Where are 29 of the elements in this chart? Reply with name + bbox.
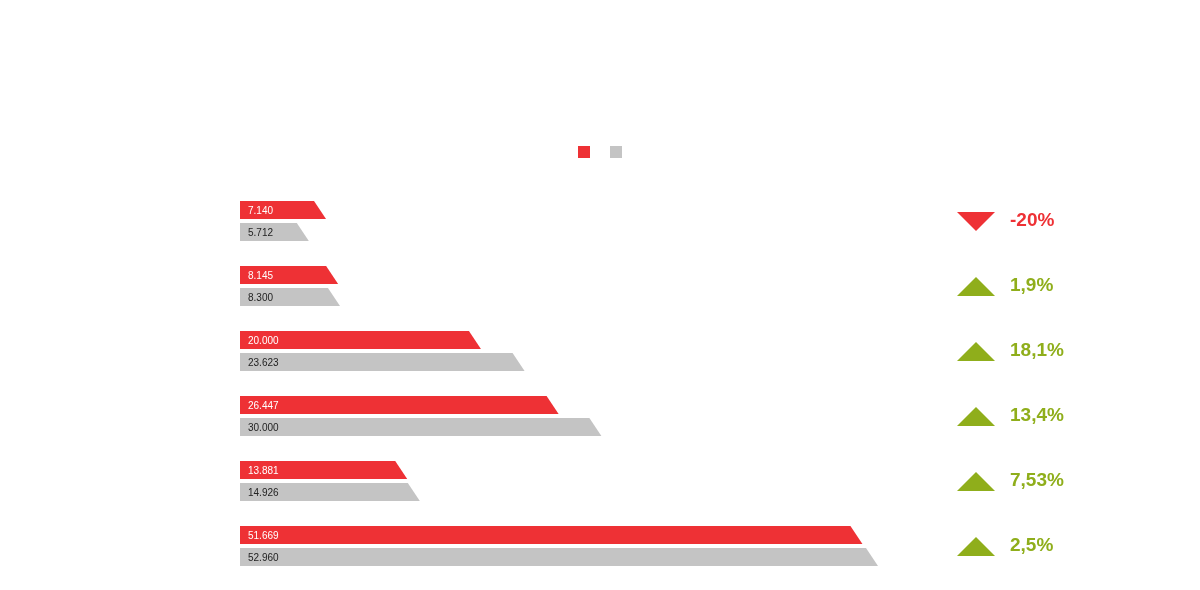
- text: 18,1%: [1010, 338, 1064, 361]
- data-label: 20.000: [248, 334, 280, 346]
- data-label: 14.926: [248, 486, 280, 498]
- data-label: 23.623: [248, 356, 280, 368]
- text: 1,9%: [1010, 273, 1054, 296]
- text: 7,53%: [1010, 468, 1064, 491]
- bar: [240, 483, 420, 501]
- data-label: 51.669: [248, 529, 280, 541]
- data-label: 52.960: [248, 551, 280, 563]
- bar: [240, 201, 327, 219]
- data-label: 7.140: [248, 204, 274, 216]
- data-label: 8.300: [248, 291, 274, 303]
- bar: [240, 331, 481, 349]
- bar: [240, 353, 525, 371]
- text: 2,5%: [1010, 533, 1054, 556]
- data-label: 13.881: [248, 464, 280, 476]
- bar: [240, 418, 602, 436]
- data-label: 26.447: [248, 399, 280, 411]
- bar: [240, 461, 408, 479]
- bar: [240, 548, 878, 566]
- data-label: 5.712: [248, 226, 274, 238]
- bar: [240, 396, 559, 414]
- data-label: 30.000: [248, 421, 280, 433]
- bar: [240, 266, 339, 284]
- text: 13,4%: [1010, 403, 1064, 426]
- bar: [240, 288, 340, 306]
- text: -20%: [1010, 208, 1055, 231]
- data-label: 8.145: [248, 269, 274, 281]
- bar: [240, 526, 863, 544]
